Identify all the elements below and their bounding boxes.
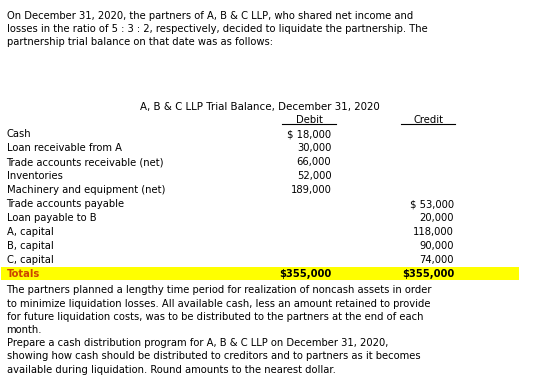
Text: 74,000: 74,000 [419,255,454,265]
Text: B, capital: B, capital [6,241,54,251]
Text: 20,000: 20,000 [419,213,454,223]
Text: $ 53,000: $ 53,000 [410,199,454,209]
Text: 66,000: 66,000 [297,157,331,167]
FancyBboxPatch shape [2,267,518,280]
Text: Debit: Debit [296,115,323,125]
Text: $355,000: $355,000 [279,269,331,279]
Text: 30,000: 30,000 [297,143,331,153]
Text: Cash: Cash [6,129,31,139]
Text: A, capital: A, capital [6,227,54,237]
Text: $355,000: $355,000 [402,269,454,279]
Text: Inventories: Inventories [6,171,63,181]
Text: Loan payable to B: Loan payable to B [6,213,96,223]
Text: 90,000: 90,000 [419,241,454,251]
Text: $ 18,000: $ 18,000 [287,129,331,139]
Text: On December 31, 2020, the partners of A, B & C LLP, who shared net income and
lo: On December 31, 2020, the partners of A,… [6,11,427,47]
Text: Credit: Credit [413,115,443,125]
Text: Totals: Totals [6,269,40,279]
Text: Trade accounts payable: Trade accounts payable [6,199,125,209]
Text: The partners planned a lengthy time period for realization of noncash assets in : The partners planned a lengthy time peri… [6,285,432,374]
Text: Machinery and equipment (net): Machinery and equipment (net) [6,185,165,195]
Text: Loan receivable from A: Loan receivable from A [6,143,121,153]
Text: A, B & C LLP Trial Balance, December 31, 2020: A, B & C LLP Trial Balance, December 31,… [140,102,380,112]
Text: 189,000: 189,000 [291,185,331,195]
Text: Trade accounts receivable (net): Trade accounts receivable (net) [6,157,164,167]
Text: C, capital: C, capital [6,255,54,265]
Text: 118,000: 118,000 [413,227,454,237]
Text: 52,000: 52,000 [297,171,331,181]
